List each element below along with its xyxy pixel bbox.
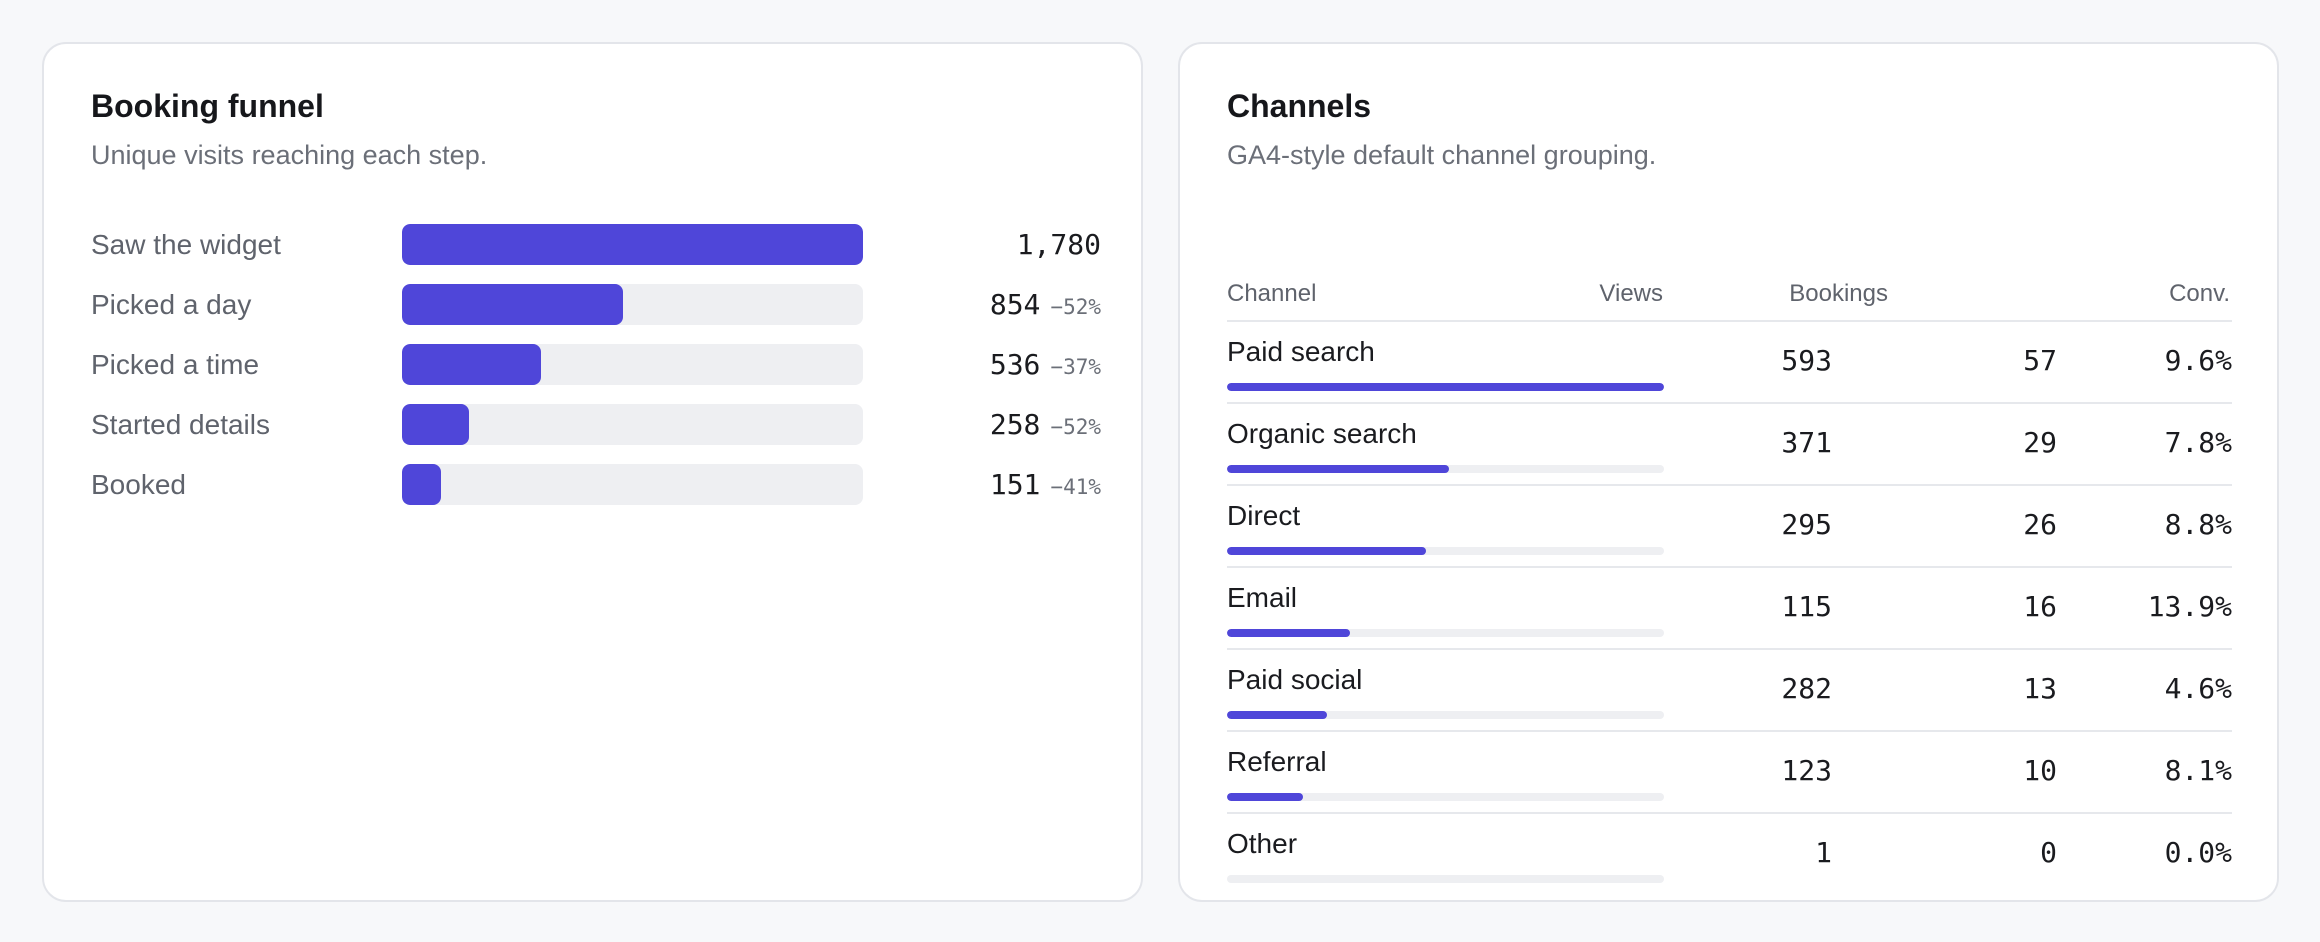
table-row: Direct 295 26 8.8% <box>1227 484 2232 566</box>
channel-share-fill <box>1227 465 1450 473</box>
funnel-step-label: Saw the widget <box>91 229 281 260</box>
channel-bookings: 29 <box>2023 426 2057 459</box>
channel-name: Email <box>1227 582 1298 613</box>
table-row: Referral 123 10 8.1% <box>1227 730 2232 812</box>
funnel-step-value-group: 1,780 <box>1017 224 1101 266</box>
funnel-step-value: 151 <box>989 468 1041 501</box>
channel-share-track <box>1227 793 1664 801</box>
channels-title: Channels <box>1227 88 1372 124</box>
column-header-channel: Channel <box>1227 280 1317 307</box>
table-row: Email 115 16 13.9% <box>1227 566 2232 648</box>
funnel-step-dropoff: −37% <box>1050 355 1101 379</box>
funnel-step-label: Booked <box>91 469 186 500</box>
channel-conversion: 13.9% <box>2147 590 2232 623</box>
channel-views: 123 <box>1781 754 1832 787</box>
funnel-step: Picked a day 854 −52% <box>91 284 1101 326</box>
funnel-bar-track <box>402 464 863 505</box>
channel-bookings: 10 <box>2023 754 2057 787</box>
funnel-step-dropoff: −41% <box>1050 475 1101 499</box>
funnel-step: Started details 258 −52% <box>91 404 1101 446</box>
channel-views: 593 <box>1781 344 1832 377</box>
channel-views: 371 <box>1781 426 1832 459</box>
channel-share-track <box>1227 547 1664 555</box>
funnel-bar-track <box>402 404 863 445</box>
funnel-bar-fill <box>402 284 624 325</box>
table-row: Organic search 371 29 7.8% <box>1227 402 2232 484</box>
funnel-step-label: Picked a time <box>91 349 260 380</box>
table-row: Other 1 0 0.0% <box>1227 812 2232 894</box>
funnel-step-value: 854 <box>989 288 1041 321</box>
channel-name: Paid search <box>1227 336 1375 367</box>
funnel-bar-fill <box>402 404 469 445</box>
column-header-bookings: Bookings <box>1789 280 1888 307</box>
channel-views: 1 <box>1815 836 1832 869</box>
channel-bookings: 13 <box>2023 672 2057 705</box>
column-header-views: Views <box>1599 280 1663 307</box>
channel-views: 115 <box>1781 590 1832 623</box>
channel-conversion: 0.0% <box>2164 836 2232 869</box>
channel-views: 295 <box>1781 508 1832 541</box>
channels-card: Channels GA4-style default channel group… <box>1178 42 2279 902</box>
channel-conversion: 9.6% <box>2164 344 2232 377</box>
funnel-step: Picked a time 536 −37% <box>91 344 1101 386</box>
funnel-step-value: 536 <box>989 348 1041 381</box>
funnel-step-value: 258 <box>989 408 1041 441</box>
funnel-step-dropoff: −52% <box>1050 295 1101 319</box>
channel-share-fill <box>1227 383 1664 391</box>
table-row: Paid search 593 57 9.6% <box>1227 320 2232 402</box>
channel-conversion: 8.1% <box>2164 754 2232 787</box>
channel-name: Direct <box>1227 500 1301 531</box>
channel-share-track <box>1227 875 1664 883</box>
funnel-step-value-group: 151 −41% <box>990 464 1101 508</box>
funnel-step-dropoff: −52% <box>1050 415 1101 439</box>
column-header-conv: Conv. <box>2169 280 2230 307</box>
funnel-subtitle: Unique visits reaching each step. <box>91 140 488 170</box>
channel-share-fill <box>1227 629 1350 637</box>
channel-conversion: 7.8% <box>2164 426 2232 459</box>
channel-share-fill <box>1227 793 1304 801</box>
funnel-step-value-group: 536 −37% <box>990 344 1101 388</box>
channel-bookings: 16 <box>2023 590 2057 623</box>
funnel-bar-track <box>402 284 863 325</box>
channel-views: 282 <box>1781 672 1832 705</box>
funnel-step-label: Picked a day <box>91 289 252 320</box>
funnel-step-value: 1,780 <box>1016 228 1101 261</box>
funnel-step-value-group: 258 −52% <box>990 404 1101 448</box>
funnel-step-label: Started details <box>91 409 270 440</box>
channel-conversion: 4.6% <box>2164 672 2232 705</box>
channel-name: Other <box>1227 828 1298 859</box>
funnel-bar-track <box>402 344 863 385</box>
funnel-bar-fill <box>402 224 863 265</box>
funnel-bar-fill <box>402 344 541 385</box>
channel-name: Referral <box>1227 746 1327 777</box>
booking-funnel-card: Booking funnel Unique visits reaching ea… <box>42 42 1143 902</box>
channel-bookings: 0 <box>2040 836 2057 869</box>
channel-share-track <box>1227 629 1664 637</box>
funnel-bar-track <box>402 224 863 265</box>
channel-name: Paid social <box>1227 664 1363 695</box>
funnel-step: Saw the widget 1,780 <box>91 224 1101 266</box>
funnel-step-value-group: 854 −52% <box>990 284 1101 328</box>
funnel-title: Booking funnel <box>91 88 324 124</box>
channel-share-track <box>1227 465 1664 473</box>
channel-share-track <box>1227 711 1664 719</box>
channel-share-fill <box>1227 547 1427 555</box>
channel-share-track <box>1227 383 1664 391</box>
channel-bookings: 57 <box>2023 344 2057 377</box>
funnel-bar-fill <box>402 464 442 505</box>
channel-share-fill <box>1227 711 1327 719</box>
channel-name: Organic search <box>1227 418 1417 449</box>
channels-subtitle: GA4-style default channel grouping. <box>1227 140 1657 170</box>
table-row: Paid social 282 13 4.6% <box>1227 648 2232 730</box>
channel-conversion: 8.8% <box>2164 508 2232 541</box>
channel-bookings: 26 <box>2023 508 2057 541</box>
funnel-step: Booked 151 −41% <box>91 464 1101 506</box>
